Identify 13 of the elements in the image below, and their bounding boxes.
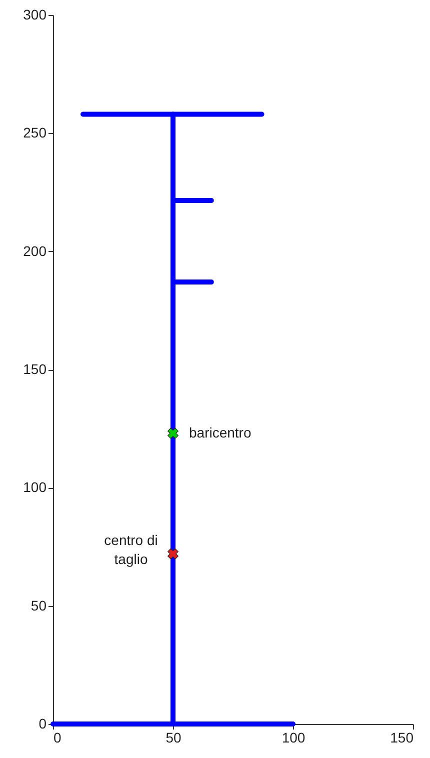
y-tick-label: 50 xyxy=(30,597,47,614)
y-tick-label: 200 xyxy=(23,242,47,259)
y-tick-label: 150 xyxy=(23,361,47,377)
y-tick-label: 100 xyxy=(23,479,47,496)
y-tick-label: 300 xyxy=(23,6,47,22)
annotation: baricentro xyxy=(189,424,252,440)
x-tick-label: 50 xyxy=(166,730,182,746)
annotation: centro di taglio xyxy=(104,532,158,567)
x-tick-label: 0 xyxy=(54,730,62,746)
y-tick-label: 250 xyxy=(23,124,47,141)
x-tick-label: 100 xyxy=(282,730,306,746)
x-tick-label: 150 xyxy=(390,730,414,746)
y-tick-label: 0 xyxy=(38,716,47,732)
